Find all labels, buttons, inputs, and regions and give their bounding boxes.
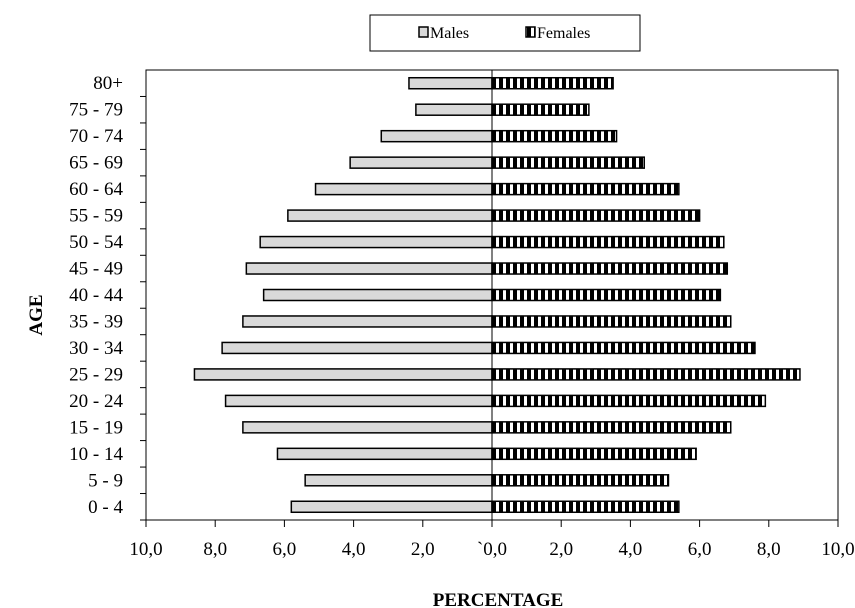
bar-females — [491, 262, 729, 275]
x-tick-label: 10,0 — [129, 539, 162, 560]
bar-females — [491, 341, 756, 355]
y-tick-label: 80+ — [93, 73, 123, 94]
bar-females — [491, 394, 767, 408]
y-tick-label: 70 - 74 — [69, 126, 123, 147]
x-tick-label: 6,0 — [688, 539, 712, 560]
y-tick-label: 60 - 64 — [69, 179, 123, 200]
y-tick-label: 45 - 49 — [69, 259, 123, 280]
bar-females — [491, 103, 590, 116]
bar-males — [349, 156, 493, 169]
x-tick-label: 8,0 — [757, 539, 781, 560]
bar-males — [304, 474, 493, 487]
x-tick-label: 8,0 — [203, 539, 227, 560]
bar-females — [491, 182, 680, 196]
y-tick-label: 25 - 29 — [69, 364, 123, 385]
bar-females — [491, 288, 722, 302]
x-tick-label: 2,0 — [549, 539, 573, 560]
bar-males — [408, 76, 493, 90]
bar-males — [415, 103, 493, 116]
y-tick-label: 40 - 44 — [69, 285, 123, 306]
bar-males — [380, 129, 493, 143]
y-axis-ticks: 0 - 4 5 - 9 10 - 14 15 - 19 20 - 24 25 - 29 30… — [69, 73, 146, 521]
bar-females — [491, 156, 645, 169]
bar-males — [290, 500, 493, 514]
bar-females — [491, 447, 697, 461]
bar-males — [259, 235, 493, 249]
y-tick-label: 75 - 79 — [69, 100, 123, 121]
bar-males — [224, 394, 493, 408]
x-tick-label: 6,0 — [273, 539, 297, 560]
x-axis-ticks: 10,0 8,0 6,0 4,0 2,0 `0,0 2,0 4,0 6,0 8,0 10,0 — [129, 520, 855, 560]
bar-males — [287, 209, 493, 222]
x-tick-label: `0,0 — [477, 539, 507, 560]
y-tick-label: 0 - 4 — [88, 497, 123, 518]
y-tick-label: 50 - 54 — [69, 232, 123, 253]
bar-females — [491, 129, 618, 143]
legend-swatch-males — [418, 26, 429, 38]
y-tick-label: 10 - 14 — [69, 444, 123, 465]
bar-females — [491, 474, 670, 487]
bar-males — [262, 288, 493, 302]
legend: Males Females — [369, 14, 641, 52]
x-tick-label: 4,0 — [342, 539, 366, 560]
legend-box — [369, 14, 641, 52]
x-axis-title: PERCENTAGE — [433, 590, 564, 608]
y-axis-title: AGE — [26, 294, 47, 335]
bar-females — [491, 209, 701, 222]
y-tick-label: 20 - 24 — [69, 391, 123, 412]
legend-label-females: Females — [537, 25, 590, 42]
y-tick-label: 5 - 9 — [88, 470, 123, 491]
bar-males — [314, 182, 493, 196]
y-tick-label: 55 - 59 — [69, 206, 123, 227]
bars-group — [193, 76, 801, 514]
legend-label-males: Males — [430, 25, 469, 42]
x-tick-label: 4,0 — [619, 539, 643, 560]
y-tick-label: 30 - 34 — [69, 338, 123, 359]
bar-females — [491, 315, 732, 328]
x-tick-label: 10,0 — [821, 539, 854, 560]
bar-males — [221, 341, 493, 355]
bar-males — [276, 447, 493, 461]
bar-females — [491, 500, 680, 514]
bar-males — [242, 315, 493, 328]
bar-females — [491, 368, 801, 381]
bar-males — [193, 368, 493, 381]
x-tick-label: 2,0 — [411, 539, 435, 560]
bar-females — [491, 76, 614, 90]
bar-males — [242, 421, 493, 434]
legend-swatch-females — [525, 26, 536, 38]
y-tick-label: 65 - 69 — [69, 153, 123, 174]
bar-females — [491, 421, 732, 434]
y-tick-label: 35 - 39 — [69, 311, 123, 332]
bar-females — [491, 235, 725, 249]
bar-males — [245, 262, 493, 275]
y-tick-label: 15 - 19 — [69, 417, 123, 438]
